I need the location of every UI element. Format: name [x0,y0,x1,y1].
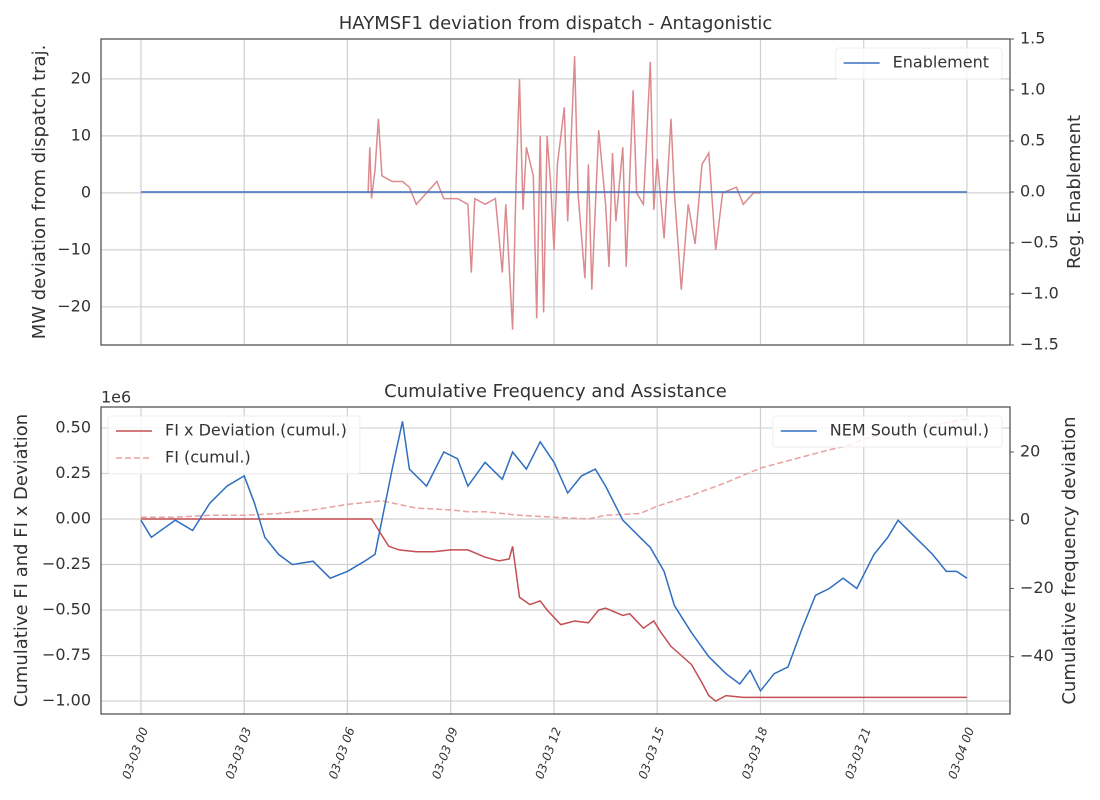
y2-axis-label: Cumulative frequency deviation [1059,416,1080,704]
axes-frame [100,38,1011,346]
y-axis-label: Cumulative FI and FI x Deviation [11,414,32,707]
x-tick-label: 03-03 03 [223,725,255,780]
legend-label: FI (cumul.) [165,448,251,467]
y-offset-label: 1e6 [101,388,131,407]
y2-tick-label: 20 [1020,442,1040,461]
legend: NEM South (cumul.) [772,415,1003,448]
y-tick-label: 0.00 [55,508,91,527]
y-tick-label: 0.25 [55,463,91,482]
x-tick-label: 03-04 00 [945,725,977,781]
chart-title: Cumulative Frequency and Assistance [384,381,727,402]
legend-box [107,415,361,475]
x-tick-label: 03-03 18 [739,725,771,781]
y-tick-label: 20 [71,68,91,87]
x-tick-label: 03-03 21 [842,725,874,780]
y-tick-label: −20 [57,296,91,315]
y-tick-label: −10 [57,239,91,258]
x-tick-label: 03-03 00 [119,725,151,781]
legend: Enablement [835,47,1003,80]
y2-tick-label: 0 [1020,510,1030,529]
series-line [140,518,967,702]
y-tick-label: 0 [81,182,91,201]
y-tick-label: −1.00 [42,691,91,710]
y-tick-label: 0.50 [55,417,91,436]
y-tick-label: −0.50 [42,600,91,619]
series-line [140,421,968,693]
legend-label: NEM South (cumul.) [830,421,989,440]
y2-tick-label: 1.0 [1020,80,1045,99]
legend-box [835,47,1003,80]
y2-tick-label: 0.5 [1020,131,1045,150]
axes-frame [100,406,1011,715]
x-tick-label: 03-03 09 [429,725,461,780]
y-tick-label: 10 [71,125,91,144]
chart-title: HAYMSF1 deviation from dispatch - Antago… [339,13,772,34]
y-tick-label: −0.75 [42,645,91,664]
x-tick-label: 03-03 12 [532,725,564,780]
y2-tick-label: 1.5 [1020,29,1045,48]
y2-tick-label: −20 [1020,578,1054,597]
x-tick-label: 03-03 06 [326,725,358,781]
y2-tick-label: −40 [1020,646,1054,665]
y-tick-label: −0.25 [42,554,91,573]
legend-label: FI x Deviation (cumul.) [165,421,347,440]
y2-tick-label: −1.0 [1020,284,1059,303]
y2-axis-label: Reg. Enablement [1064,115,1085,269]
y-axis-label: MW deviation from dispatch traj. [29,45,50,340]
series-line [367,56,761,330]
x-tick-label: 03-03 15 [636,725,668,780]
y2-tick-label: 0.0 [1020,182,1045,201]
legend-label: Enablement [893,53,989,72]
y2-tick-label: −1.5 [1020,335,1059,354]
series-line [140,418,968,520]
legend: FI x Deviation (cumul.) FI (cumul.) [107,415,361,475]
legend-box [772,415,1003,448]
y2-tick-label: −0.5 [1020,233,1059,252]
